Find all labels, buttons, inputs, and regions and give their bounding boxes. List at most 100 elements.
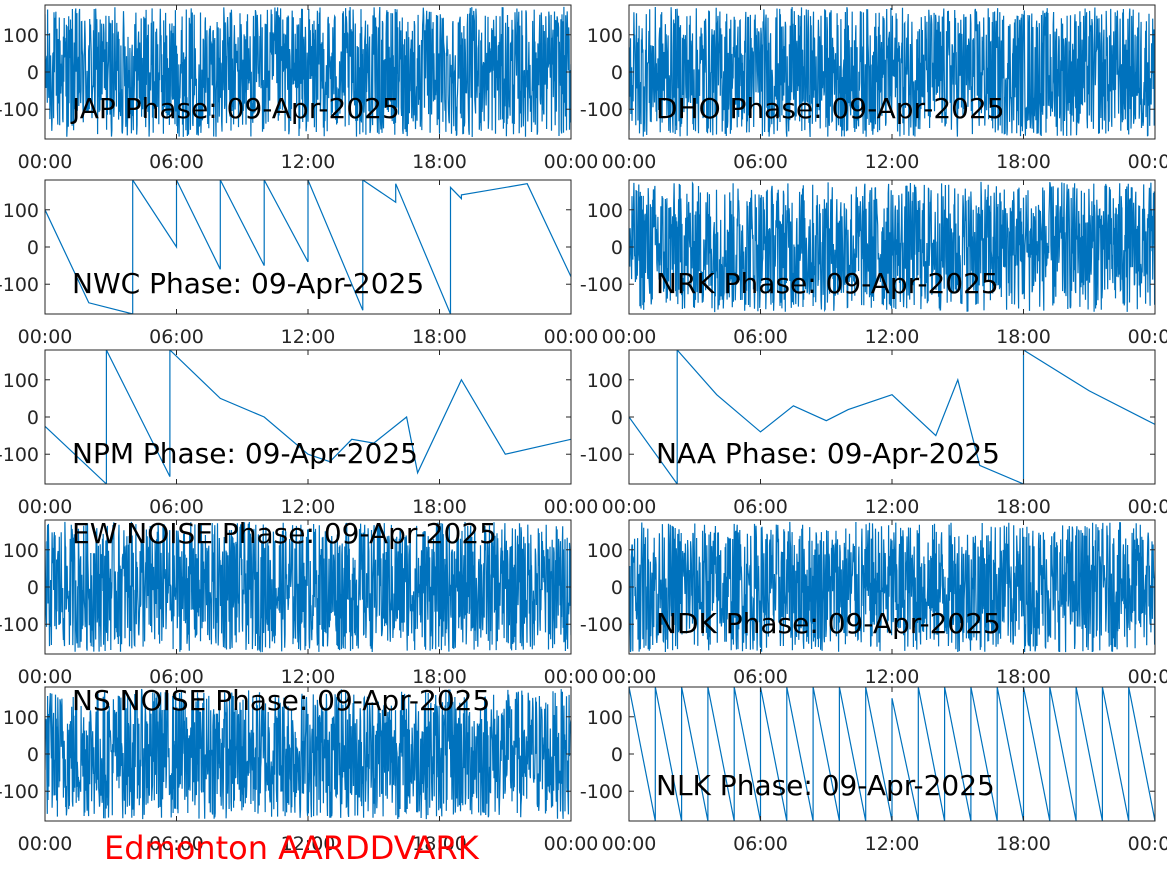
x-tick-label: 18:00 [996, 666, 1051, 688]
x-tick-label: 18:00 [412, 833, 467, 855]
x-tick-label: 06:00 [149, 666, 204, 688]
panel-title: NDK Phase: 09-Apr-2025 [656, 607, 1001, 640]
y-tick-label: 100 [587, 200, 623, 222]
phase-series-line [45, 350, 571, 484]
phase-series-line [629, 521, 1155, 653]
x-tick-label: 18:00 [996, 326, 1051, 348]
y-tick-label: 0 [27, 744, 39, 766]
phase-series-line [45, 6, 571, 138]
x-tick-label: 12:00 [281, 496, 336, 518]
y-tick-label: -100 [580, 614, 623, 636]
y-tick-label: 100 [587, 707, 623, 729]
y-tick-label: -100 [580, 781, 623, 803]
y-tick-label: 0 [611, 744, 623, 766]
y-tick-label: -100 [0, 274, 39, 296]
y-tick-label: 0 [611, 237, 623, 259]
phase-series-line [45, 521, 571, 653]
y-tick-label: -100 [580, 444, 623, 466]
phase-series-line [629, 6, 1155, 138]
x-tick-label: 00:00 [544, 833, 599, 855]
panel-title: NS NOISE Phase: 09-Apr-2025 [72, 684, 490, 717]
y-tick-label: 100 [587, 25, 623, 47]
phase-series-line [629, 687, 1155, 821]
y-tick-label: 0 [611, 62, 623, 84]
x-tick-label: 06:00 [149, 151, 204, 173]
chart-panel-5: 100 0 -100 00:00 06:00 12:00 18:00 00:00 NPM Pha… [0, 349, 599, 518]
chart-panel-2: 100 0 -100 00:00 06:00 12:00 18:00 00:00 DHO Pha… [580, 4, 1167, 173]
panel-title: NRK Phase: 09-Apr-2025 [656, 267, 999, 300]
x-tick-label: 12:00 [865, 151, 920, 173]
x-tick-label: 06:00 [733, 833, 788, 855]
x-tick-label: 06:00 [733, 326, 788, 348]
y-tick-label: -100 [0, 614, 39, 636]
x-tick-label: 06:00 [733, 496, 788, 518]
phase-series-line [45, 180, 571, 314]
chart-panel-6: 100 0 -100 00:00 06:00 12:00 18:00 00:00 NAA Pha… [580, 349, 1167, 518]
x-tick-label: 06:00 [733, 666, 788, 688]
x-tick-label: 12:00 [281, 833, 336, 855]
chart-panel-3: 100 0 -100 00:00 06:00 12:00 18:00 00:00 NWC Pha… [0, 179, 599, 348]
y-tick-label: 100 [3, 370, 39, 392]
y-tick-label: 100 [3, 200, 39, 222]
chart-panel-7: 100 0 -100 00:00 06:00 12:00 18:00 00:00 EW NOIS… [0, 517, 598, 688]
y-tick-label: 0 [27, 407, 39, 429]
y-tick-label: 0 [27, 577, 39, 599]
x-tick-label: 12:00 [281, 151, 336, 173]
x-tick-label: 12:00 [865, 496, 920, 518]
x-tick-label: 18:00 [996, 833, 1051, 855]
x-tick-label: 18:00 [412, 151, 467, 173]
phase-series-line [629, 350, 1155, 484]
y-tick-label: 0 [611, 577, 623, 599]
x-tick-label: 00:00 [18, 833, 73, 855]
x-tick-label: 00:00 [602, 151, 657, 173]
x-tick-label: 18:00 [412, 326, 467, 348]
x-tick-label: 00:00 [602, 496, 657, 518]
x-tick-label: 00:00 [1128, 496, 1167, 518]
x-tick-label: 00:00 [602, 666, 657, 688]
chart-panel-9: 100 0 -100 00:00 06:00 12:00 18:00 00:00 NS NOIS… [0, 684, 598, 855]
x-tick-label: 12:00 [865, 666, 920, 688]
x-tick-label: 06:00 [149, 833, 204, 855]
y-tick-label: 100 [3, 707, 39, 729]
panel-title: NWC Phase: 09-Apr-2025 [72, 267, 424, 300]
phase-series-line [45, 688, 571, 820]
y-tick-label: 0 [27, 62, 39, 84]
x-tick-label: 00:00 [544, 151, 599, 173]
x-tick-label: 18:00 [996, 496, 1051, 518]
phase-series-line [629, 181, 1155, 313]
y-tick-label: -100 [580, 99, 623, 121]
x-tick-label: 00:00 [544, 666, 599, 688]
x-tick-label: 00:00 [1128, 833, 1167, 855]
x-tick-label: 18:00 [412, 666, 467, 688]
x-tick-label: 00:00 [1128, 326, 1167, 348]
chart-panel-8: 100 0 -100 00:00 06:00 12:00 18:00 00:00 NDK Pha… [580, 519, 1167, 688]
x-tick-label: 12:00 [281, 666, 336, 688]
panel-title: NPM Phase: 09-Apr-2025 [72, 437, 418, 470]
chart-panel-1: 100 0 -100 00:00 06:00 12:00 18:00 00:00 JAP Pha… [0, 4, 599, 173]
x-tick-label: 12:00 [865, 326, 920, 348]
x-tick-label: 00:00 [544, 496, 599, 518]
x-tick-label: 06:00 [149, 326, 204, 348]
x-tick-label: 00:00 [18, 151, 73, 173]
x-tick-label: 00:00 [602, 833, 657, 855]
y-tick-label: 100 [587, 540, 623, 562]
chart-panel-10: 100 0 -100 00:00 06:00 12:00 18:00 00:00 NLK Pha… [580, 686, 1167, 855]
panel-title: EW NOISE Phase: 09-Apr-2025 [72, 517, 497, 550]
x-tick-label: 00:00 [18, 496, 73, 518]
x-tick-label: 00:00 [1128, 666, 1167, 688]
y-tick-label: -100 [0, 99, 39, 121]
y-tick-label: 100 [587, 370, 623, 392]
y-tick-label: -100 [0, 781, 39, 803]
x-tick-label: 00:00 [602, 326, 657, 348]
x-tick-label: 12:00 [281, 326, 336, 348]
y-tick-label: 0 [611, 407, 623, 429]
panel-title: NLK Phase: 09-Apr-2025 [656, 769, 995, 802]
x-tick-label: 06:00 [733, 151, 788, 173]
x-tick-label: 12:00 [865, 833, 920, 855]
y-tick-label: 100 [3, 25, 39, 47]
panel-title: JAP Phase: 09-Apr-2025 [70, 92, 400, 125]
x-tick-label: 06:00 [149, 496, 204, 518]
y-tick-label: -100 [580, 274, 623, 296]
x-tick-label: 00:00 [544, 326, 599, 348]
